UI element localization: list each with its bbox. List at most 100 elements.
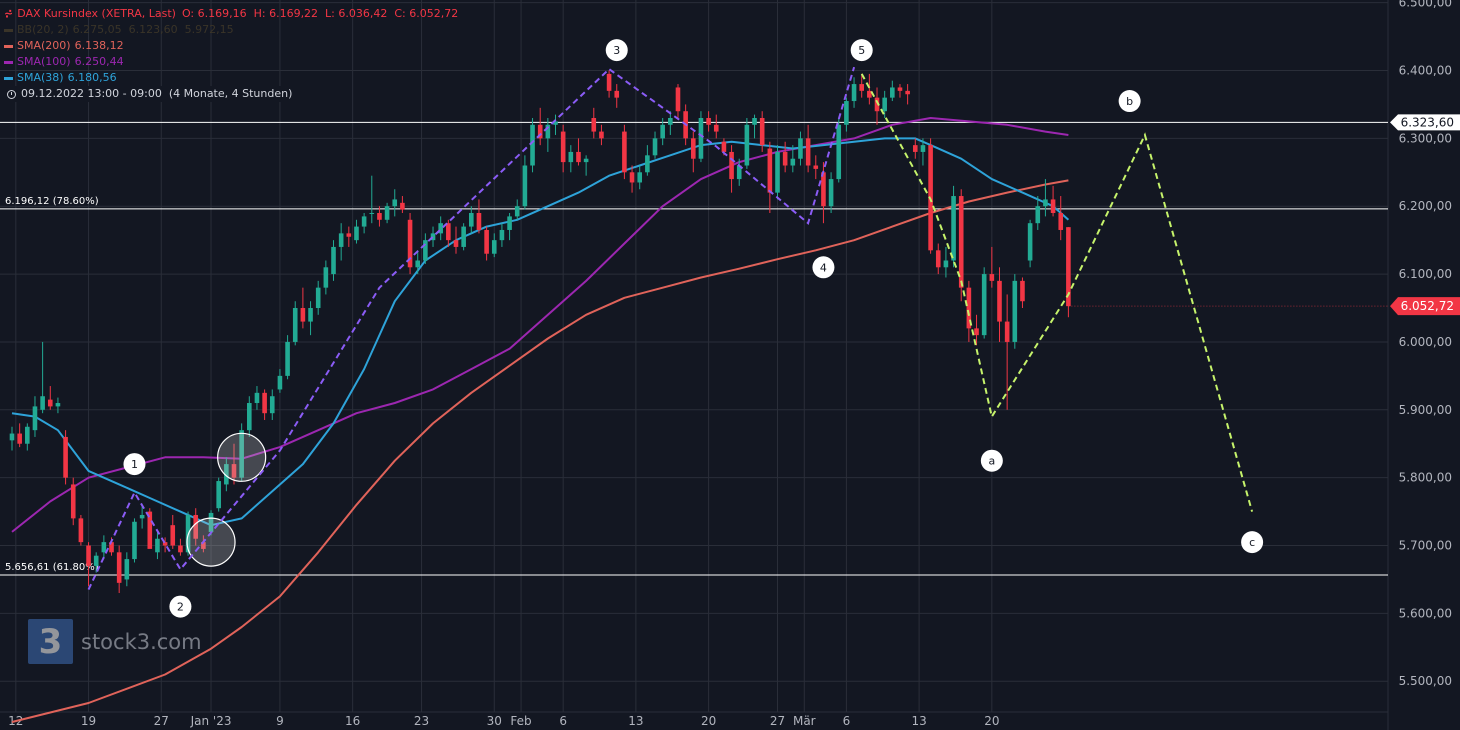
wave-label-badge: [1118, 90, 1141, 113]
instrument-title[interactable]: DAX Kursindex (XETRA, Last): [17, 7, 176, 20]
wave-label-text: 4: [820, 261, 827, 274]
candle: [17, 423, 22, 448]
candle: [652, 131, 658, 159]
candle: [285, 335, 290, 380]
candle: [729, 145, 734, 193]
candle: [981, 267, 987, 339]
candle: [262, 389, 267, 420]
candle-body: [775, 151, 780, 193]
ohlc-values: O: 6.169,16 H: 6.169,22 L: 6.036,42 C: 6…: [181, 7, 459, 20]
legend-indicator-sma200[interactable]: SMA(200) 6.138,12: [4, 38, 458, 54]
candle: [224, 457, 229, 492]
stock3-logo: 3 stock3.com: [28, 619, 202, 664]
candle-body: [86, 545, 91, 566]
candle: [63, 430, 68, 485]
bb-swatch: [4, 28, 13, 32]
candle: [461, 223, 466, 251]
time-tick-label: 30: [487, 714, 502, 728]
candle: [545, 118, 551, 152]
candle: [346, 226, 352, 247]
candle: [675, 84, 681, 119]
candle: [430, 226, 436, 247]
candle-body: [1035, 206, 1041, 224]
candle: [997, 267, 1002, 342]
candle-body: [629, 172, 635, 183]
last-price-tag-text: 6.052,72: [1401, 299, 1454, 313]
candle: [308, 301, 313, 336]
candle-body: [1043, 199, 1048, 207]
candle: [400, 196, 405, 214]
price-tick-label: 5.600,00: [1399, 606, 1452, 620]
candle: [476, 199, 482, 234]
candle: [124, 552, 130, 587]
candle-body: [522, 165, 528, 207]
candle-body: [369, 213, 375, 215]
price-tick-label: 5.500,00: [1399, 674, 1452, 688]
candle-body: [897, 87, 903, 91]
candle-body: [308, 308, 313, 322]
candle-body: [951, 196, 956, 261]
candle-body: [155, 538, 160, 553]
candle: [759, 111, 765, 152]
price-tick-label: 5.900,00: [1399, 403, 1452, 417]
candle-body: [645, 155, 650, 173]
candle-body: [637, 172, 643, 183]
candle-body: [461, 226, 466, 247]
legend-indicator-sma100[interactable]: SMA(100) 6.250,44: [4, 54, 458, 70]
candle-body: [698, 118, 704, 159]
legend-indicator-bb[interactable]: BB(20, 2) 6.275,05 6.123,60 5.972,15: [4, 22, 458, 38]
candle-body: [1050, 199, 1056, 214]
level-price-tag: 6.323,60: [1390, 114, 1460, 131]
candle: [392, 189, 398, 217]
candle-body: [790, 158, 796, 166]
candle: [507, 213, 512, 241]
level-label: 5.656,61 (61.80%): [5, 562, 99, 573]
candle: [201, 535, 206, 553]
candle: [162, 537, 168, 553]
candle-body: [331, 246, 336, 275]
candle-body: [890, 87, 895, 98]
candle: [537, 107, 543, 146]
candle-body: [9, 433, 15, 441]
legend-time-row: 09.12.2022 13:00 - 09:00 (4 Monate, 4 St…: [4, 86, 458, 102]
time-tick-label: 20: [984, 714, 999, 728]
candle: [591, 107, 597, 139]
level-label: 6.196,12 (78.60%): [5, 196, 99, 207]
candle: [836, 118, 842, 183]
candle-body: [553, 121, 558, 125]
wave-label-text: b: [1126, 95, 1133, 108]
candle: [943, 246, 949, 278]
candle: [300, 287, 306, 329]
candle: [859, 73, 865, 98]
candle-body: [1066, 227, 1071, 307]
candle: [928, 138, 933, 254]
candle-body: [315, 287, 321, 309]
wave-label-badge: [812, 256, 835, 279]
legend-indicator-sma38[interactable]: SMA(38) 6.180,56: [4, 70, 458, 86]
candle: [384, 202, 390, 224]
candle: [323, 260, 329, 295]
candle-body: [216, 481, 221, 509]
candle: [882, 90, 887, 119]
candle: [828, 172, 834, 214]
candle: [1066, 227, 1071, 318]
candle-body: [484, 229, 489, 254]
candle: [553, 114, 558, 135]
candle-body: [1027, 223, 1033, 261]
candle-body: [453, 240, 459, 247]
wave-label-text: 3: [613, 44, 620, 57]
candle: [629, 165, 635, 193]
candle-body: [109, 542, 114, 553]
candles: [9, 70, 1071, 594]
candle: [805, 124, 811, 173]
candle-body: [407, 219, 413, 268]
candle: [70, 477, 76, 526]
candle-body: [1004, 321, 1010, 342]
candle-body: [446, 223, 451, 241]
candle: [1058, 196, 1064, 241]
candle-body: [247, 403, 252, 431]
candle-body: [415, 260, 421, 268]
candle-body: [606, 73, 612, 91]
candle-body: [614, 90, 620, 98]
